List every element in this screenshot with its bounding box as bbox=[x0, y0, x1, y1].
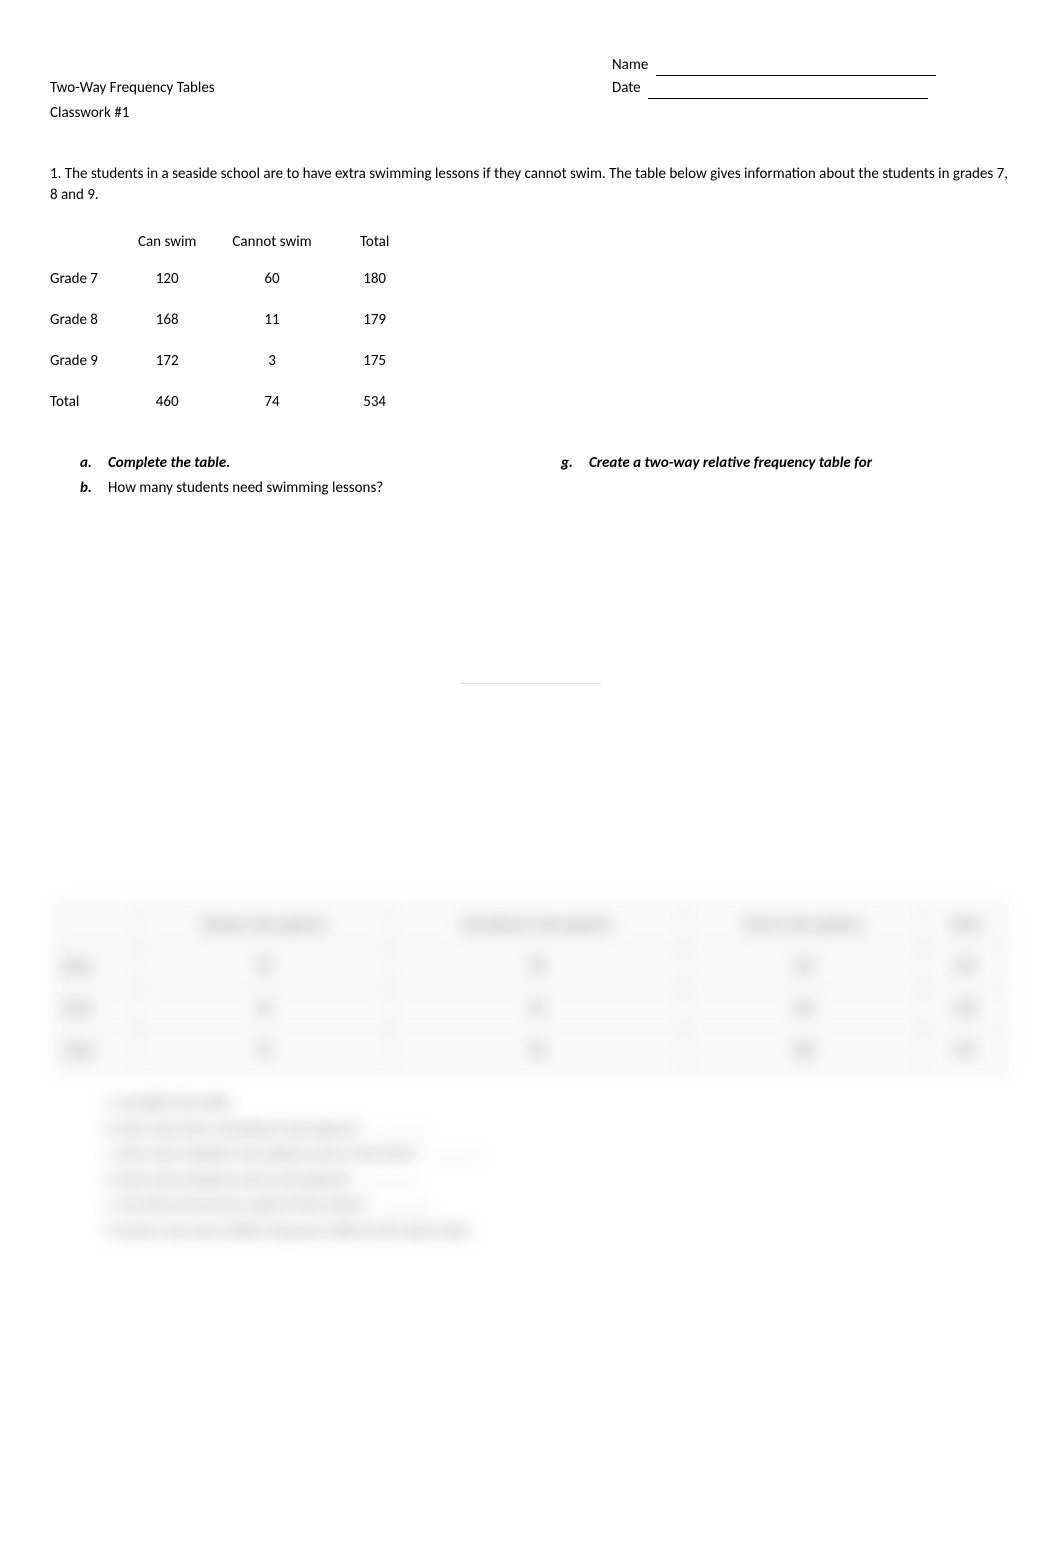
blur-q-c: c. How many students wear glasses some o… bbox=[105, 1144, 1007, 1164]
date-blank[interactable] bbox=[648, 98, 928, 99]
blur-q-f: f. Create a two-way relative frequency t… bbox=[105, 1221, 1007, 1241]
questions-row: a. Complete the table. b. How many stude… bbox=[50, 453, 1012, 503]
cell: 172 bbox=[120, 341, 214, 382]
blur-row: Boys 40 48 161 249 bbox=[56, 947, 1007, 989]
blurred-preview-region: Always wear glasses Sometimes wear glass… bbox=[50, 904, 1012, 1241]
cell: 120 bbox=[120, 259, 214, 300]
cell: 74 bbox=[214, 382, 329, 423]
worksheet-subtitle: Classwork #1 bbox=[50, 103, 1012, 124]
table-row: Total 460 74 534 bbox=[50, 382, 420, 423]
cell: 11 bbox=[214, 300, 329, 341]
table-row: Grade 7 120 60 180 bbox=[50, 259, 420, 300]
cell: 175 bbox=[330, 341, 420, 382]
header-row: Name bbox=[50, 55, 1012, 76]
cell: 168 bbox=[120, 300, 214, 341]
cell: 60 bbox=[214, 259, 329, 300]
table-header: Total bbox=[330, 226, 420, 259]
questions-right-col: g. Create a two-way relative frequency t… bbox=[531, 453, 1012, 503]
question-marker: g. bbox=[561, 453, 589, 474]
question-b: b. How many students need swimming lesso… bbox=[80, 478, 531, 499]
name-field: Name bbox=[612, 55, 1012, 76]
question-marker: b. bbox=[80, 478, 108, 499]
question-marker: a. bbox=[80, 453, 108, 474]
row-label: Grade 9 bbox=[50, 341, 120, 382]
worksheet-title: Two-Way Frequency Tables bbox=[50, 78, 612, 99]
table-header: Cannot swim bbox=[214, 226, 329, 259]
title-block: Two-Way Frequency Tables bbox=[50, 78, 612, 101]
cell: 180 bbox=[330, 259, 420, 300]
table-row: Grade 8 168 11 179 bbox=[50, 300, 420, 341]
blur-header: Always wear glasses bbox=[139, 905, 390, 947]
blur-q-a: a. Complete the table. bbox=[105, 1093, 1007, 1113]
blur-header: Never wear glasses bbox=[684, 905, 923, 947]
question-g: g. Create a two-way relative frequency t… bbox=[561, 453, 1012, 474]
questions-left-col: a. Complete the table. b. How many stude… bbox=[50, 453, 531, 503]
blur-header bbox=[56, 905, 139, 947]
header-row-2: Two-Way Frequency Tables Date bbox=[50, 78, 1012, 101]
table-row: Grade 9 172 3 175 bbox=[50, 341, 420, 382]
question-text: How many students need swimming lessons? bbox=[108, 478, 531, 499]
date-label: Date bbox=[612, 79, 641, 97]
name-label: Name bbox=[612, 56, 648, 74]
row-label: Grade 7 bbox=[50, 259, 120, 300]
cell: 3 bbox=[214, 341, 329, 382]
blur-row: Total 76 98 305 479 bbox=[56, 1031, 1007, 1073]
row-label: Grade 8 bbox=[50, 300, 120, 341]
row-label: Total bbox=[50, 382, 120, 423]
blurred-questions: a. Complete the table. b. How many boys … bbox=[105, 1093, 1007, 1241]
blur-header: Sometimes wear glasses bbox=[389, 905, 684, 947]
blur-header: Total bbox=[923, 905, 1006, 947]
table-header bbox=[50, 226, 120, 259]
question-text: Create a two-way relative frequency tabl… bbox=[589, 453, 1012, 474]
blur-q-b: b. How many boys sometimes wear glasses? bbox=[105, 1119, 1007, 1139]
divider bbox=[461, 683, 601, 684]
question-text: Complete the table. bbox=[108, 453, 531, 474]
frequency-table-1: Can swim Cannot swim Total Grade 7 120 6… bbox=[50, 226, 420, 423]
question-1-intro: 1. The students in a seaside school are … bbox=[50, 164, 1012, 206]
cell: 179 bbox=[330, 300, 420, 341]
cell: 534 bbox=[330, 382, 420, 423]
blur-row: Girls 36 50 144 230 bbox=[56, 989, 1007, 1031]
date-field: Date bbox=[612, 78, 1012, 101]
cell: 460 bbox=[120, 382, 214, 423]
blur-q-e: e. Are there more boys or girls in this … bbox=[105, 1195, 1007, 1215]
table-header: Can swim bbox=[120, 226, 214, 259]
header-left bbox=[50, 55, 612, 76]
question-a: a. Complete the table. bbox=[80, 453, 531, 474]
blur-q-d: d. How many students never wear glasses? bbox=[105, 1170, 1007, 1190]
blurred-table: Always wear glasses Sometimes wear glass… bbox=[55, 904, 1007, 1073]
name-blank[interactable] bbox=[656, 75, 936, 76]
